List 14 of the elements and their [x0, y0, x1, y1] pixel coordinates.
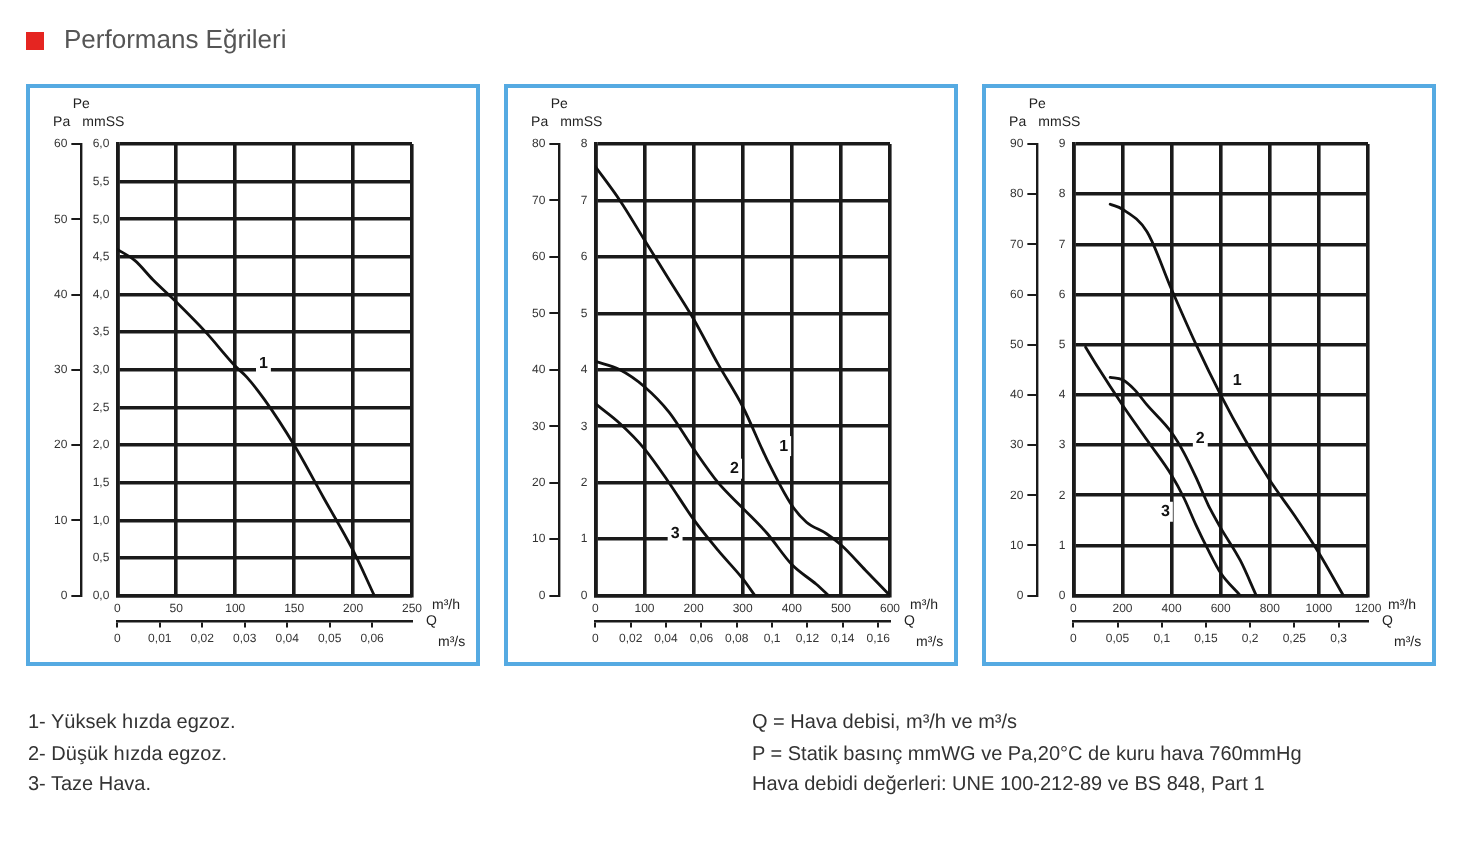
text: 2- Düşük hızda egzoz. — [28, 741, 229, 769]
series-label: 1 — [258, 353, 269, 372]
series-label: 2 — [730, 459, 741, 478]
series-label: 3 — [1160, 502, 1171, 521]
series-label: 2 — [1195, 429, 1206, 447]
text: Q = Hava debisi, m³/h ve m³/s — [752, 710, 1020, 738]
text: P = Statik basınç mmWG ve Pa,20°C de kuru hava 760mmHg — [752, 741, 1304, 769]
text: Performans Eğrileri — [64, 22, 287, 58]
text: Hava debidi değerleri: UNE 100-212-89 ve BS 848, Part 1 — [752, 772, 1267, 800]
text: 1- Yüksek hızda egzoz. — [28, 710, 238, 738]
series-label: 1 — [1232, 371, 1243, 390]
text: 3- Taze Hava. — [28, 772, 154, 800]
series-label: 1 — [779, 436, 790, 455]
series-label: 3 — [670, 523, 681, 542]
